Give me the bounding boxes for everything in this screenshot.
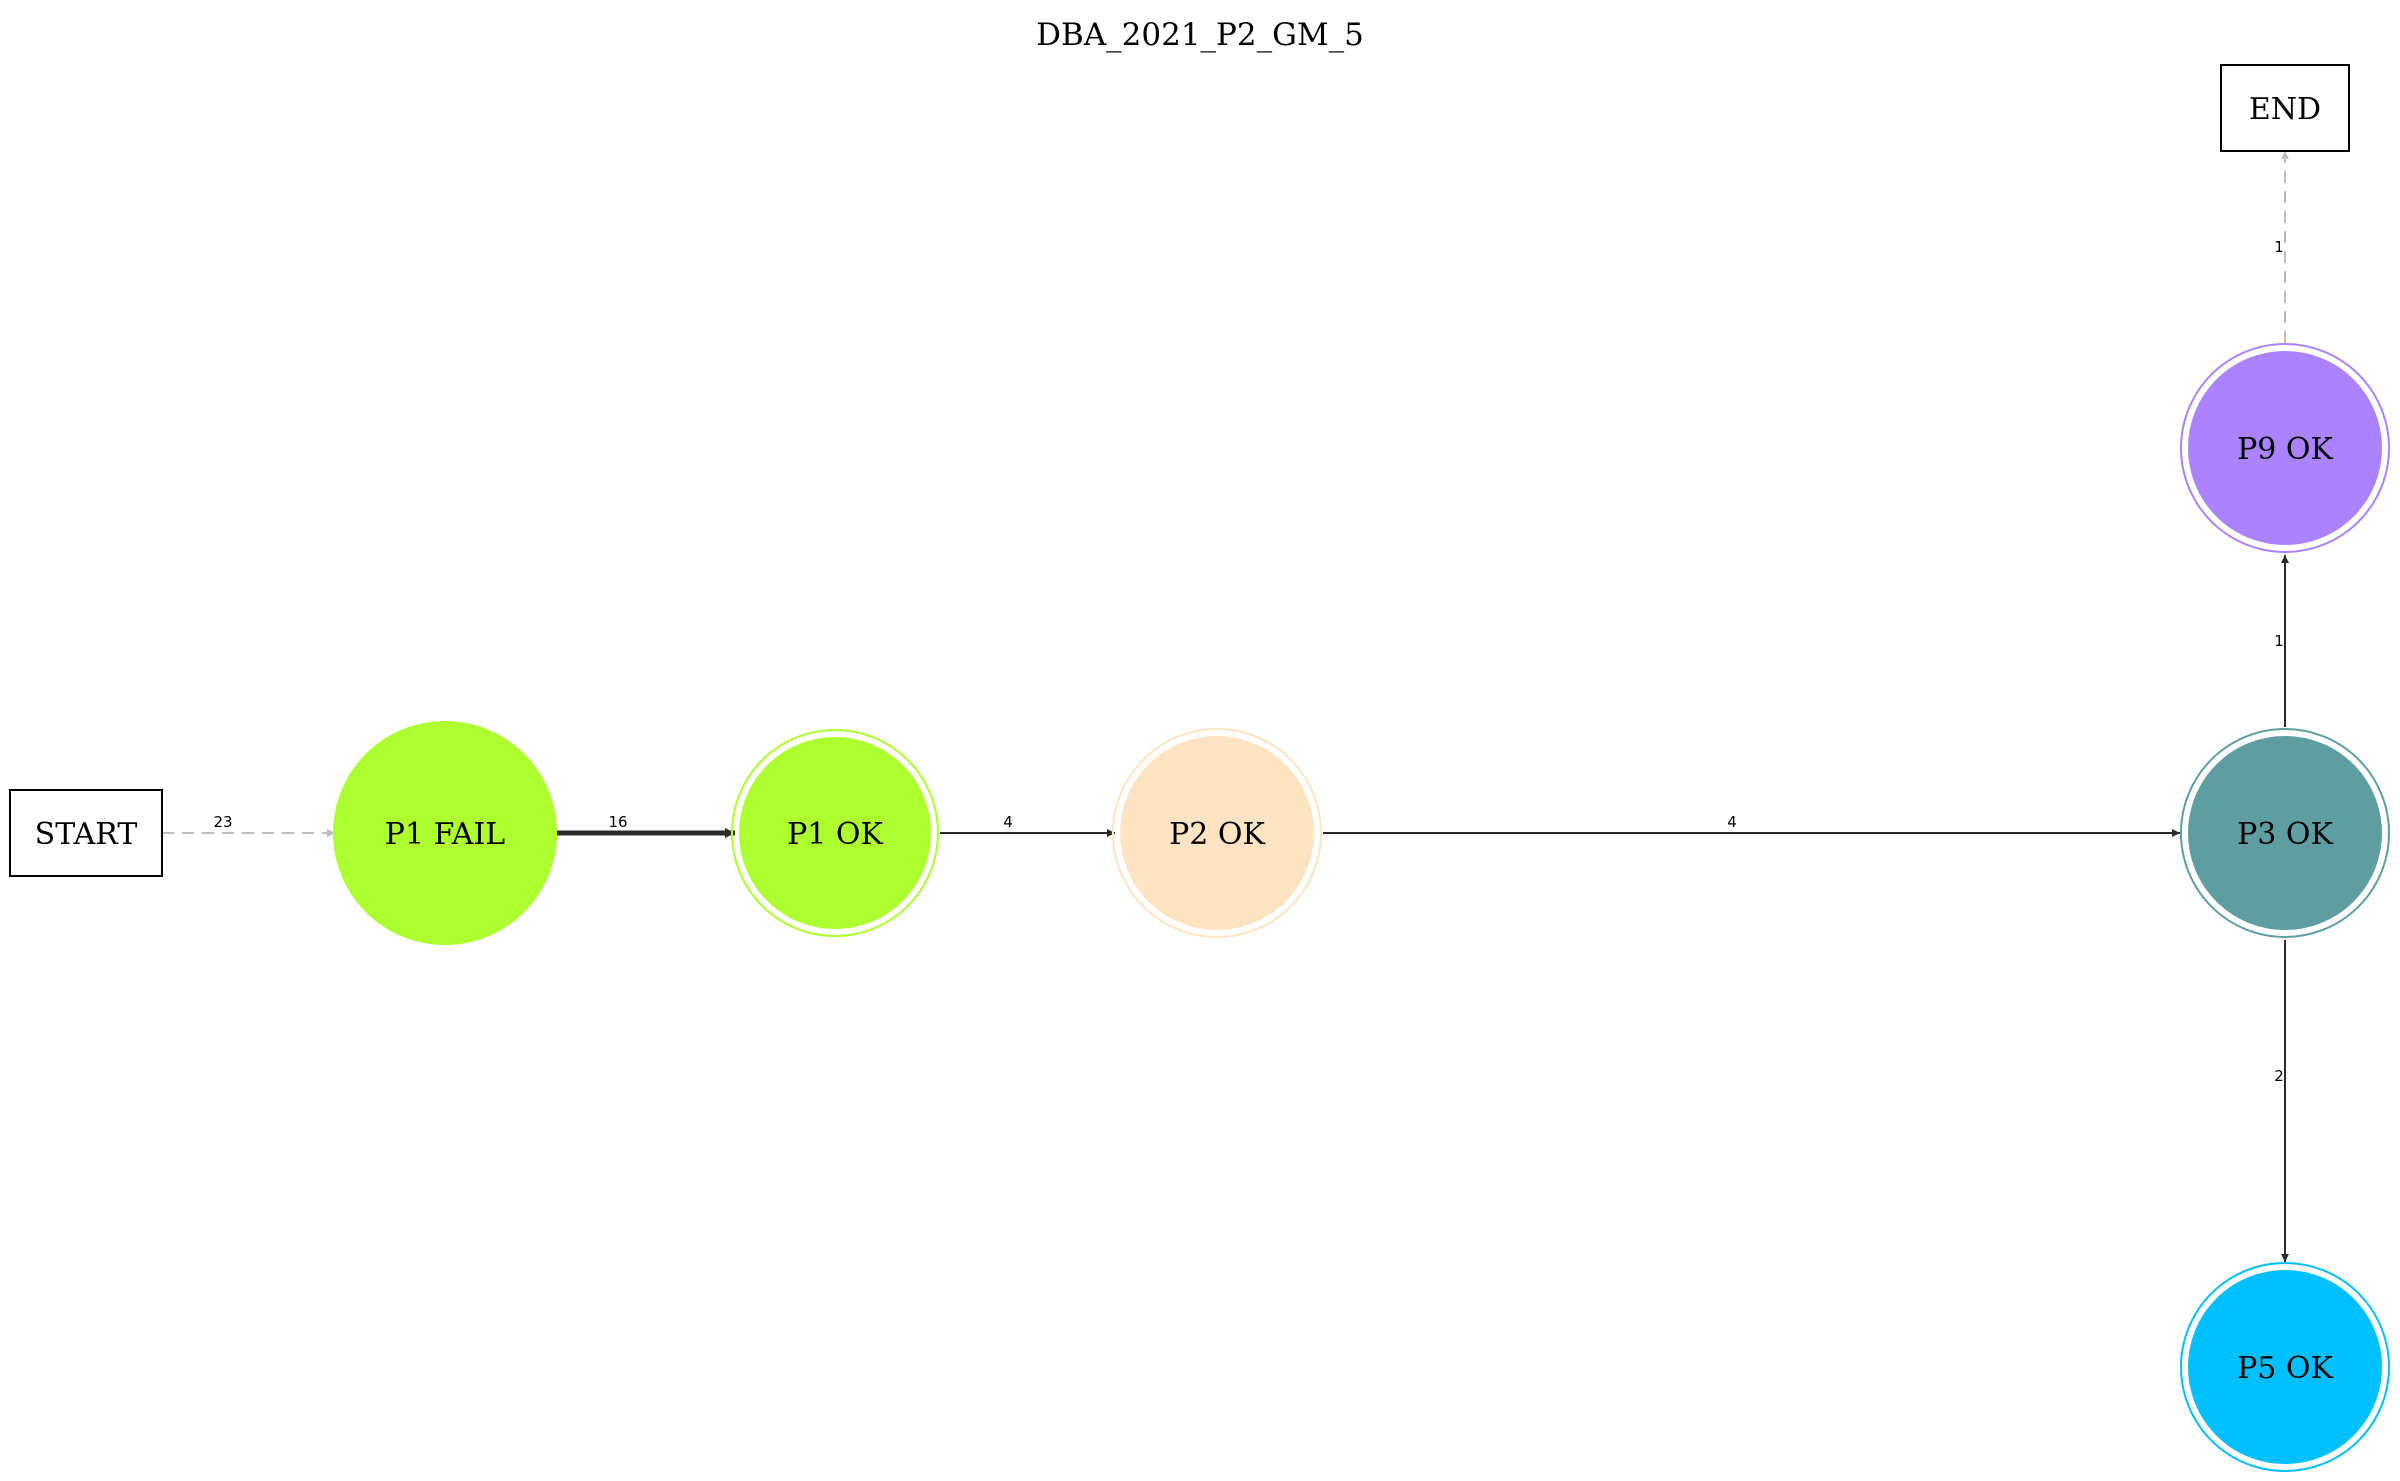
node-outer-ring: [2180, 343, 2390, 553]
node-circle: [1120, 736, 1314, 930]
node-label: START: [35, 817, 138, 852]
diagram-title: DBA_2021_P2_GM_5: [1036, 17, 1364, 53]
node-start: START: [9, 789, 163, 877]
node-end: END: [2220, 64, 2350, 152]
edge-label-1: 1: [2274, 238, 2284, 256]
node-box: [9, 789, 163, 877]
edge-label-4: 4: [1727, 813, 1737, 831]
node-p1-ok: P1 OK: [731, 729, 939, 937]
node-outer-ring: [731, 729, 939, 937]
node-p5-ok: P5 OK: [2180, 1262, 2390, 1472]
node-label: P2 OK: [1169, 817, 1265, 852]
node-outer-ring: [2180, 728, 2390, 938]
edge-p2-ok-to-p3-ok: 4: [1323, 813, 2180, 837]
node-box: [2220, 64, 2350, 152]
node-p3-ok: P3 OK: [2180, 728, 2390, 938]
node-circle: [2188, 351, 2382, 545]
node-circle: [333, 721, 557, 945]
node-label: P5 OK: [2237, 1351, 2333, 1386]
node-p2-ok: P2 OK: [1112, 728, 1322, 938]
edge-p3-ok-to-p9-ok: 1: [2274, 555, 2289, 727]
node-label: P1 FAIL: [385, 817, 506, 852]
edge-start-to-p1-fail: 23: [162, 813, 335, 837]
edge-label-1: 1: [2274, 632, 2284, 650]
edge-label-23: 23: [213, 813, 232, 831]
node-label: P9 OK: [2237, 432, 2333, 467]
edge-p3-ok-to-p5-ok: 2: [2274, 940, 2289, 1262]
node-p1-fail: P1 FAIL: [333, 721, 557, 945]
node-label: P1 OK: [787, 817, 883, 852]
edge-label-4: 4: [1003, 813, 1013, 831]
edge-p1-fail-to-p1-ok: 16: [556, 813, 735, 838]
node-circle: [2188, 736, 2382, 930]
node-label: P3 OK: [2237, 817, 2333, 852]
node-label: END: [2249, 92, 2321, 127]
edge-p1-ok-to-p2-ok: 4: [940, 813, 1115, 837]
edge-label-16: 16: [608, 813, 627, 831]
node-circle: [739, 737, 931, 929]
node-outer-ring: [2180, 1262, 2390, 1472]
node-outer-ring: [1112, 728, 1322, 938]
node-circle: [2188, 1270, 2382, 1464]
edge-label-2: 2: [2274, 1067, 2284, 1085]
edge-p9-ok-to-end: 1: [2274, 151, 2289, 343]
node-p9-ok: P9 OK: [2180, 343, 2390, 553]
